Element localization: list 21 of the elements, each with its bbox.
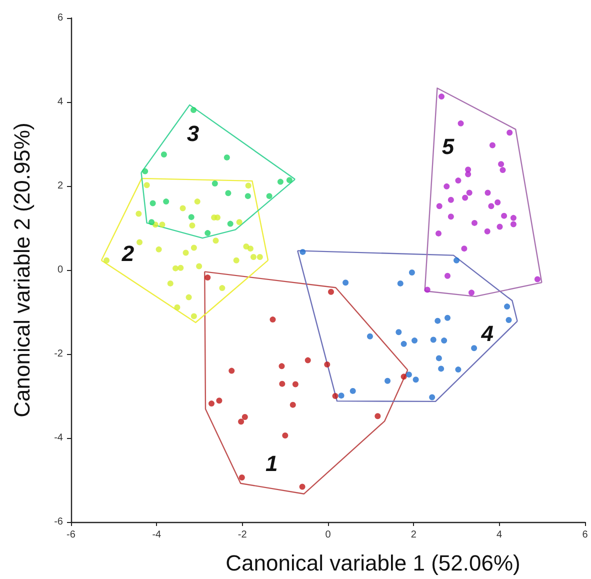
x-tick-label: 6 bbox=[582, 530, 588, 540]
x-tick-label: 4 bbox=[496, 530, 503, 540]
annotation: 2 bbox=[122, 241, 134, 266]
x-tick-label: -4 bbox=[152, 530, 162, 540]
y-tick-label: 6 bbox=[57, 12, 64, 24]
y-tick-label: 2 bbox=[57, 180, 64, 192]
x-axis-title: Canonical variable 1 (52.06%) bbox=[226, 550, 520, 576]
y-tick-label: 4 bbox=[57, 96, 64, 108]
x-tick-label: 2 bbox=[410, 530, 417, 540]
annotation: 5 bbox=[442, 134, 454, 159]
y-tick-label: -2 bbox=[54, 348, 64, 360]
y-tick-label: 0 bbox=[57, 264, 64, 276]
annotation: 3 bbox=[186, 121, 200, 146]
y-tick-label: -6 bbox=[54, 516, 64, 528]
y-tick-label: -4 bbox=[54, 432, 64, 444]
x-tick-label: 0 bbox=[325, 530, 332, 540]
x-tick-label: -6 bbox=[66, 530, 76, 540]
x-tick-label: -2 bbox=[238, 530, 248, 540]
annotation: 4 bbox=[481, 320, 494, 346]
y-axis-title: Canonical variable 2 (20.95%) bbox=[10, 122, 34, 418]
annotation: 1 bbox=[266, 450, 278, 476]
